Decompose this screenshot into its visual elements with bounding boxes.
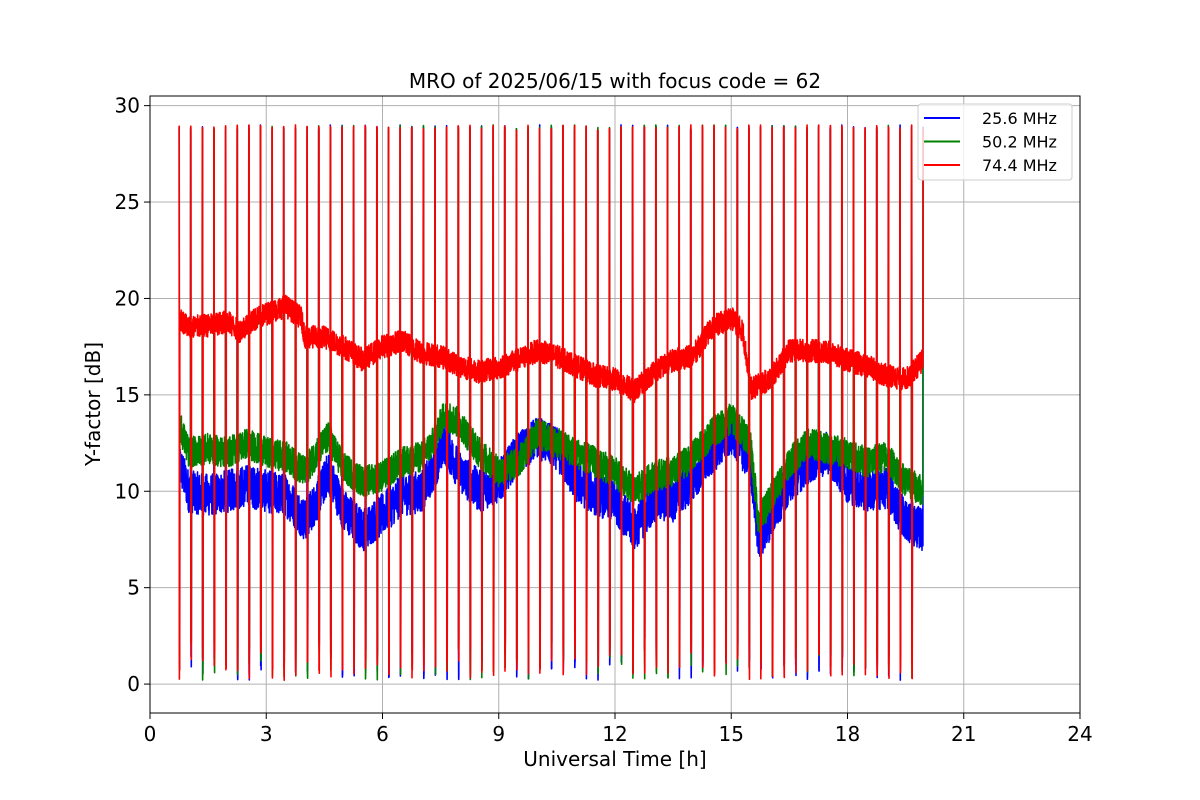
x-tick-label: 15 bbox=[719, 722, 744, 746]
series-line-74-4-mhz bbox=[178, 124, 924, 682]
x-axis-label: Universal Time [h] bbox=[523, 747, 706, 771]
y-tick-label: 15 bbox=[115, 383, 140, 407]
legend-label: 74.4 MHz bbox=[982, 156, 1057, 175]
x-tick-label: 18 bbox=[835, 722, 860, 746]
legend-label: 25.6 MHz bbox=[982, 109, 1057, 128]
y-tick-label: 5 bbox=[127, 576, 140, 600]
x-tick-label: 0 bbox=[144, 722, 157, 746]
series-lines bbox=[178, 124, 924, 682]
y-tick-label: 10 bbox=[115, 479, 140, 503]
y-tick-label: 20 bbox=[115, 286, 140, 310]
y-axis-ticks: 0 5 10 15 20 25 30 bbox=[115, 94, 150, 696]
y-axis-label: Y-factor [dB] bbox=[81, 342, 105, 467]
x-tick-label: 6 bbox=[376, 722, 389, 746]
legend-label: 50.2 MHz bbox=[982, 133, 1057, 152]
chart-title: MRO of 2025/06/15 with focus code = 62 bbox=[409, 69, 821, 93]
x-tick-label: 12 bbox=[602, 722, 627, 746]
legend-box bbox=[917, 103, 1073, 181]
x-tick-label: 9 bbox=[492, 722, 505, 746]
y-tick-label: 25 bbox=[115, 190, 140, 214]
x-tick-label: 24 bbox=[1067, 722, 1092, 746]
x-tick-label: 3 bbox=[260, 722, 273, 746]
plot-area bbox=[149, 95, 1081, 714]
y-tick-label: 0 bbox=[127, 672, 140, 696]
y-tick-label: 30 bbox=[115, 94, 140, 118]
x-tick-label: 21 bbox=[951, 722, 976, 746]
x-axis-ticks: 0 3 6 9 12 15 18 21 24 bbox=[144, 713, 1093, 746]
legend: 25.6 MHz 50.2 MHz 74.4 MHz bbox=[917, 103, 1073, 181]
